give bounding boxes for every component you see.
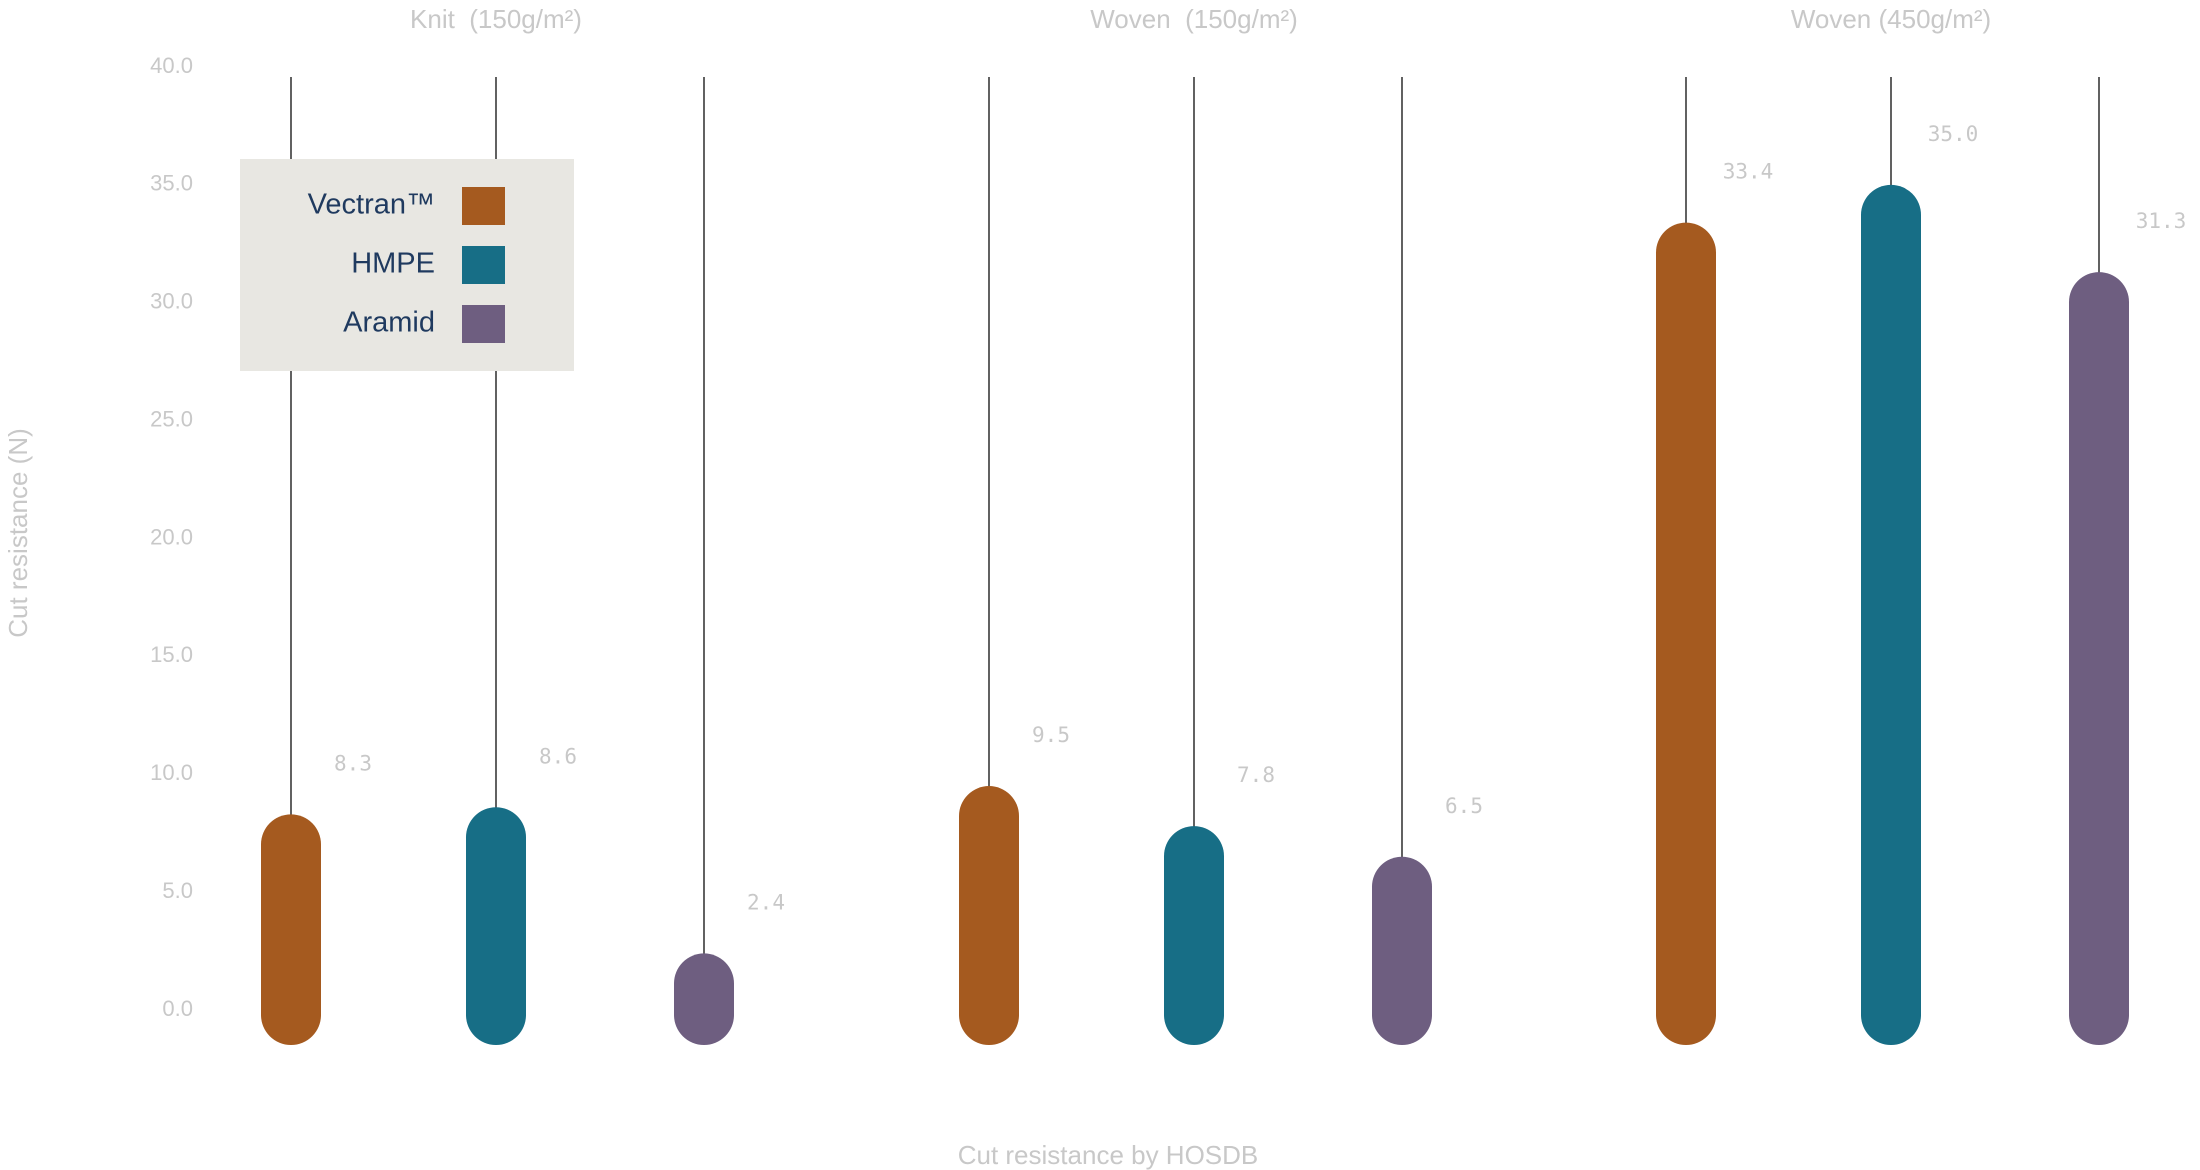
y-tick-label: 30.0 <box>150 289 193 314</box>
legend-label: HMPE <box>351 248 435 280</box>
bars <box>261 184 2129 1046</box>
data-label: 35.0 <box>1928 122 1979 146</box>
bar-vectran <box>959 786 1019 1045</box>
bar-hmpe <box>466 807 526 1045</box>
legend-swatch <box>462 305 505 343</box>
y-tick-label: 5.0 <box>162 878 193 903</box>
y-axis-title: Cut resistance (N) <box>3 428 33 638</box>
y-tick-label: 25.0 <box>150 406 193 431</box>
bar-hmpe <box>1164 826 1224 1045</box>
category-labels: Knit (150g/m²) Woven (150g/m²) Woven (450g… <box>410 4 1991 34</box>
legend-swatch <box>462 187 505 225</box>
data-label: 2.4 <box>747 890 785 914</box>
x-axis-title: Cut resistance by HOSDB <box>958 1140 1259 1170</box>
category-label: Woven (150g/m²) <box>1090 4 1298 34</box>
legend-box <box>240 159 574 371</box>
category-label: Knit (150g/m²) <box>410 4 582 34</box>
data-label: 33.4 <box>1723 160 1774 184</box>
legend-label: Vectran™ <box>308 189 435 221</box>
data-label: 8.6 <box>539 744 577 768</box>
legend-label: Aramid <box>343 307 435 339</box>
y-tick-label: 0.0 <box>162 996 193 1021</box>
data-label: 8.3 <box>334 751 372 775</box>
y-tick-label: 10.0 <box>150 760 193 785</box>
y-tick-label: 40.0 <box>150 53 193 78</box>
category-label: Woven (450g/m²) <box>1791 4 1991 34</box>
bar-aramid <box>1372 856 1432 1045</box>
data-label: 31.3 <box>2136 209 2187 233</box>
data-label: 6.5 <box>1445 794 1483 818</box>
bar-aramid <box>674 953 734 1045</box>
legend-swatch <box>462 246 505 284</box>
legend: Vectran™ HMPE Aramid <box>240 159 574 371</box>
y-tick-label: 15.0 <box>150 642 193 667</box>
bar-aramid <box>2069 272 2129 1045</box>
y-tick-label: 35.0 <box>150 171 193 196</box>
bar-vectran <box>261 814 321 1045</box>
data-label: 7.8 <box>1237 763 1275 787</box>
bar-vectran <box>1656 222 1716 1046</box>
y-axis-ticks: 0.0 5.0 10.0 15.0 20.0 25.0 30.0 35.0 40.0 <box>150 53 193 1021</box>
y-tick-label: 20.0 <box>150 524 193 549</box>
data-label: 9.5 <box>1032 723 1070 747</box>
bar-hmpe <box>1861 184 1921 1045</box>
data-labels: 8.3 8.6 2.4 9.5 7.8 6.5 33.4 35.0 31.3 <box>334 122 2186 915</box>
